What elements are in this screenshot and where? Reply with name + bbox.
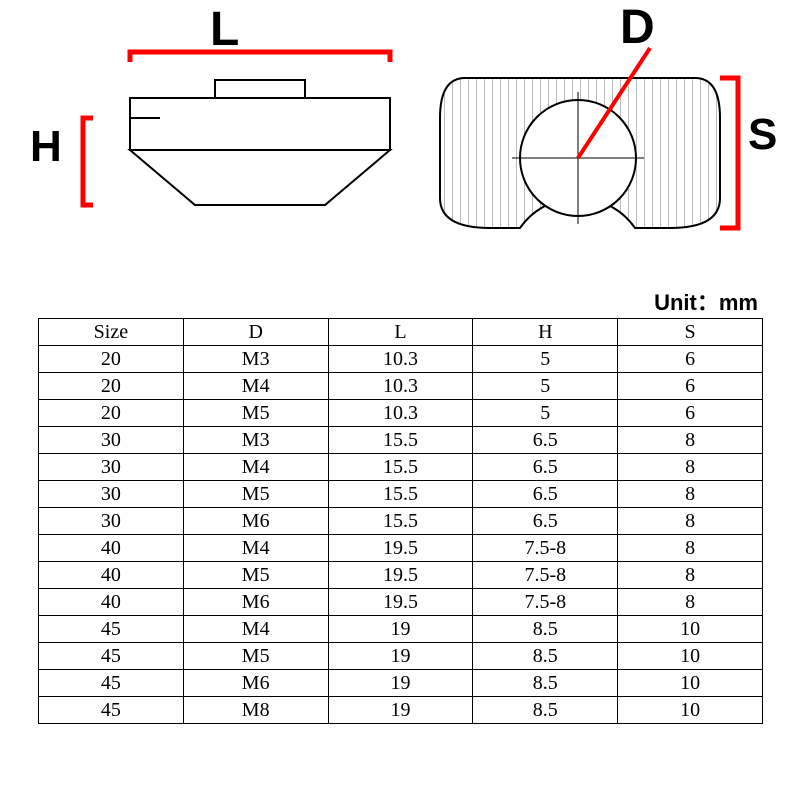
table-header-row: Size D L H S [39, 319, 763, 346]
table-cell: 8 [618, 508, 763, 535]
tnut-diagrams: L H D S [0, 0, 800, 260]
table-cell: 19.5 [328, 535, 473, 562]
table-cell: 15.5 [328, 481, 473, 508]
table-cell: 10 [618, 643, 763, 670]
label-L: L [210, 2, 239, 57]
table-cell: 10 [618, 697, 763, 724]
table-cell: M8 [183, 697, 328, 724]
table-cell: 45 [39, 670, 184, 697]
table-cell: 8.5 [473, 670, 618, 697]
table-cell: 20 [39, 400, 184, 427]
table-row: 45M8198.510 [39, 697, 763, 724]
table-row: 45M5198.510 [39, 643, 763, 670]
table-cell: 8 [618, 535, 763, 562]
table-cell: M5 [183, 562, 328, 589]
table-cell: 5 [473, 400, 618, 427]
table-cell: 5 [473, 373, 618, 400]
table-cell: 10 [618, 616, 763, 643]
table-cell: 19 [328, 697, 473, 724]
table-cell: 40 [39, 589, 184, 616]
table-cell: 6 [618, 373, 763, 400]
table-cell: 10.3 [328, 346, 473, 373]
label-H: H [30, 122, 62, 172]
tnut-front-view [420, 8, 760, 248]
table-cell: 6 [618, 400, 763, 427]
table-cell: 30 [39, 454, 184, 481]
label-D: D [620, 0, 655, 55]
table-row: 45M4198.510 [39, 616, 763, 643]
table-cell: 10.3 [328, 400, 473, 427]
table-cell: 30 [39, 481, 184, 508]
table-cell: 20 [39, 373, 184, 400]
table-cell: 45 [39, 643, 184, 670]
spec-table: Size D L H S 20M310.35620M410.35620M510.… [38, 318, 763, 724]
table-cell: 15.5 [328, 427, 473, 454]
table-row: 20M510.356 [39, 400, 763, 427]
table-cell: 45 [39, 616, 184, 643]
table-cell: 30 [39, 427, 184, 454]
table-cell: 8 [618, 454, 763, 481]
table-cell: 6.5 [473, 454, 618, 481]
table-cell: 8.5 [473, 643, 618, 670]
col-l: L [328, 319, 473, 346]
table-cell: 8 [618, 562, 763, 589]
table-cell: M5 [183, 481, 328, 508]
col-s: S [618, 319, 763, 346]
table-cell: 19 [328, 616, 473, 643]
table-row: 20M310.356 [39, 346, 763, 373]
table-cell: 6.5 [473, 427, 618, 454]
table-cell: M6 [183, 508, 328, 535]
unit-label: Unit：mm [654, 285, 758, 317]
table-cell: 7.5-8 [473, 589, 618, 616]
table-row: 20M410.356 [39, 373, 763, 400]
table-cell: 8 [618, 481, 763, 508]
table-cell: 40 [39, 562, 184, 589]
table-cell: M3 [183, 427, 328, 454]
table-row: 40M619.57.5-88 [39, 589, 763, 616]
table-row: 30M315.56.58 [39, 427, 763, 454]
table-cell: 15.5 [328, 508, 473, 535]
col-h: H [473, 319, 618, 346]
table-cell: 7.5-8 [473, 562, 618, 589]
label-S: S [748, 110, 777, 160]
table-cell: M5 [183, 643, 328, 670]
table-row: 30M415.56.58 [39, 454, 763, 481]
table-cell: 45 [39, 697, 184, 724]
table-cell: 8.5 [473, 697, 618, 724]
table-cell: 6 [618, 346, 763, 373]
table-cell: 19 [328, 643, 473, 670]
table-cell: 40 [39, 535, 184, 562]
col-d: D [183, 319, 328, 346]
table-cell: 19.5 [328, 589, 473, 616]
table-cell: 10 [618, 670, 763, 697]
table-cell: M5 [183, 400, 328, 427]
table-row: 30M515.56.58 [39, 481, 763, 508]
table-cell: M4 [183, 616, 328, 643]
table-cell: 8 [618, 589, 763, 616]
table-cell: 10.3 [328, 373, 473, 400]
table-cell: 5 [473, 346, 618, 373]
table-cell: M3 [183, 346, 328, 373]
table-cell: 15.5 [328, 454, 473, 481]
table-cell: 6.5 [473, 508, 618, 535]
table-cell: M4 [183, 535, 328, 562]
table-row: 40M519.57.5-88 [39, 562, 763, 589]
col-size: Size [39, 319, 184, 346]
table-cell: M4 [183, 454, 328, 481]
table-row: 45M6198.510 [39, 670, 763, 697]
table-cell: 19 [328, 670, 473, 697]
table-cell: 6.5 [473, 481, 618, 508]
table-cell: M6 [183, 589, 328, 616]
table-row: 40M419.57.5-88 [39, 535, 763, 562]
table-row: 30M615.56.58 [39, 508, 763, 535]
table-cell: 8.5 [473, 616, 618, 643]
table-cell: M6 [183, 670, 328, 697]
table-cell: 20 [39, 346, 184, 373]
table-cell: 7.5-8 [473, 535, 618, 562]
table-cell: 30 [39, 508, 184, 535]
table-cell: 8 [618, 427, 763, 454]
table-cell: M4 [183, 373, 328, 400]
table-cell: 19.5 [328, 562, 473, 589]
